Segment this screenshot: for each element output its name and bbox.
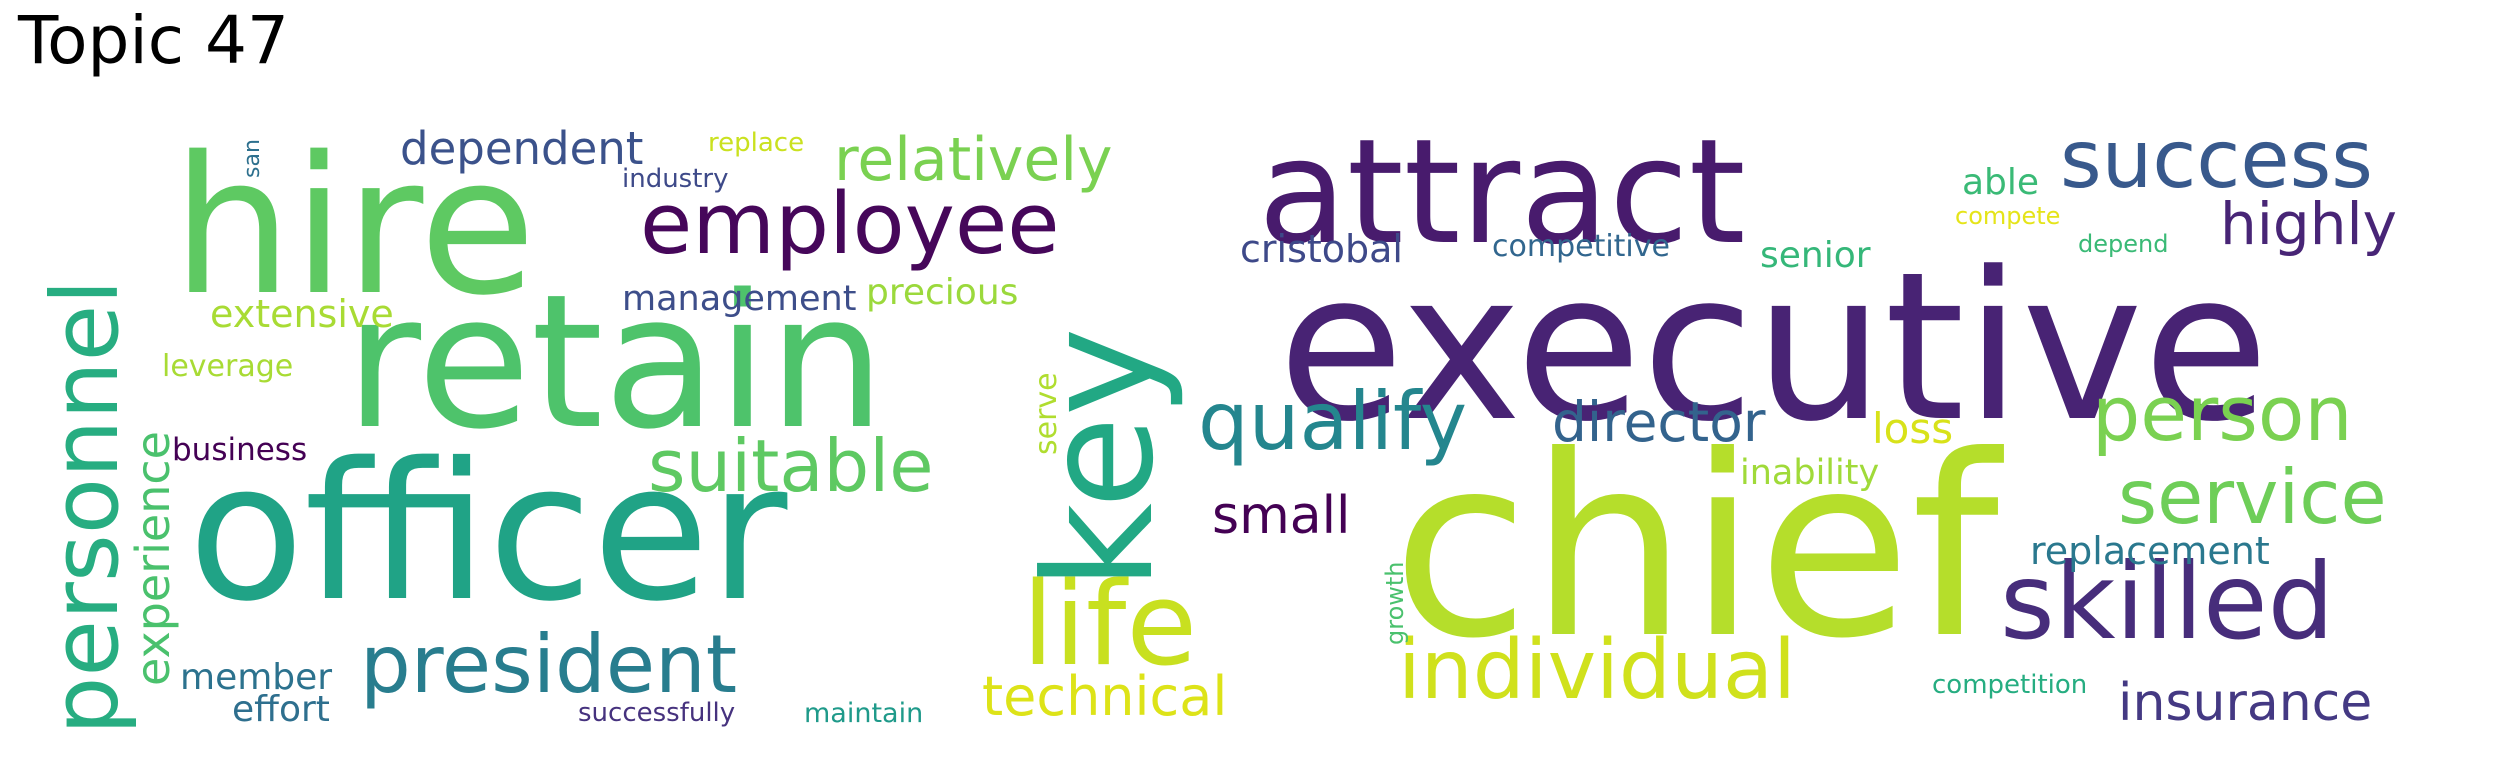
word-hire: hire	[172, 116, 537, 337]
word-replace: replace	[708, 128, 805, 158]
word-chief: chief	[1392, 402, 2000, 693]
word-san: san	[240, 139, 265, 178]
word-management: management	[622, 279, 857, 319]
word-director: director	[1552, 390, 1766, 454]
word-successfully: successfully	[578, 698, 736, 728]
word-loss: loss	[1872, 404, 1954, 453]
word-personnel: personnel	[32, 279, 139, 735]
word-compete: compete	[1955, 202, 2061, 230]
word-depend: depend	[2078, 230, 2169, 258]
word-cristobal: cristobal	[1240, 227, 1403, 271]
word-industry: industry	[622, 164, 729, 194]
word-experience: experience	[126, 431, 180, 686]
word-able: able	[1962, 162, 2040, 203]
word-suitable: suitable	[648, 424, 934, 508]
word-success: success	[2060, 113, 2373, 206]
word-qualify: qualify	[1198, 375, 1468, 468]
word-highly: highly	[2220, 190, 2397, 258]
word-officer: officer	[188, 422, 788, 643]
word-employee: employee	[640, 175, 1060, 274]
word-replacement: replacement	[2030, 529, 2270, 573]
word-competitive: competitive	[1492, 229, 1670, 264]
word-cloud: executive chief officer retain hire attract ke…	[32, 108, 2480, 750]
word-retain: retain	[345, 254, 886, 470]
word-technical: technical	[982, 665, 1228, 728]
word-dependent: dependent	[400, 122, 644, 175]
word-service: service	[2118, 453, 2387, 541]
word-attract: attract	[1258, 108, 1746, 277]
word-precious: precious	[866, 272, 1019, 313]
figure-title: Topic 47	[18, 2, 289, 79]
word-relatively: relatively	[834, 125, 1113, 195]
word-serve: serve	[1029, 372, 1064, 455]
word-inability: inability	[1740, 453, 1880, 493]
word-skilled: skilled	[2000, 541, 2335, 663]
word-executive: executive	[1278, 229, 2270, 467]
word-extensive: extensive	[210, 292, 394, 336]
word-maintain: maintain	[804, 698, 924, 729]
word-business: business	[172, 432, 308, 468]
word-effort: effort	[232, 689, 330, 730]
word-leverage: leverage	[162, 349, 294, 384]
word-senior: senior	[1760, 235, 1871, 276]
word-growth: growth	[1381, 561, 1409, 645]
word-insurance: insurance	[2118, 673, 2373, 733]
word-individual: individual	[1398, 623, 1796, 718]
word-member: member	[180, 657, 333, 698]
word-life: life	[1022, 558, 1198, 692]
word-president: president	[360, 618, 738, 711]
word-small: small	[1212, 486, 1351, 546]
word-person: person	[2092, 369, 2353, 458]
word-competition: competition	[1932, 670, 2088, 700]
word-key: key	[1013, 327, 1187, 590]
